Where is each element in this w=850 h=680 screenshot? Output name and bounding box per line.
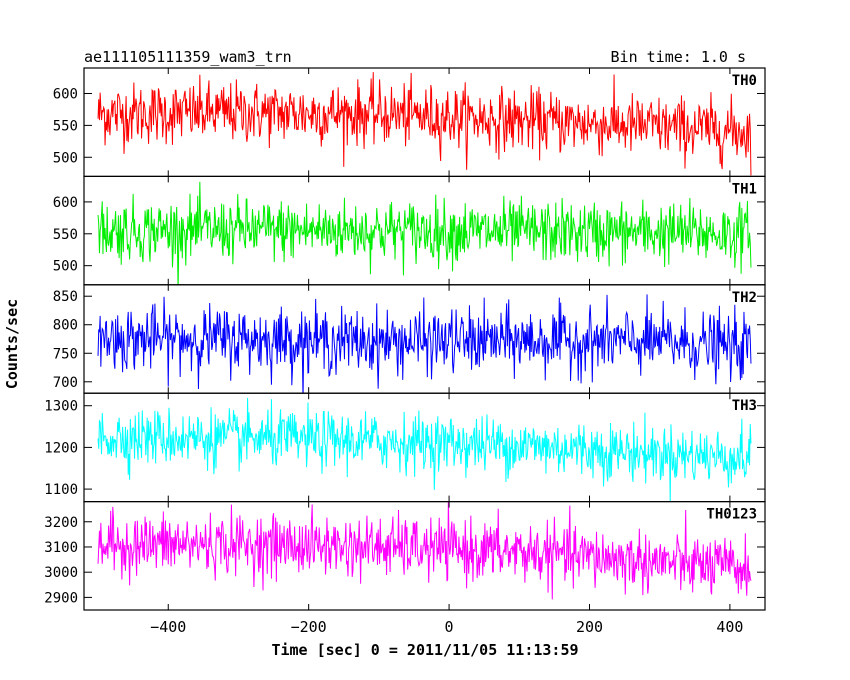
plot-title-left: ae111105111359_wam3_trn <box>84 48 292 66</box>
y-tick-label: 500 <box>53 259 78 275</box>
panel-label-th3: TH3 <box>732 398 757 414</box>
x-tick-label: 400 <box>716 618 743 636</box>
panel-label-th0: TH0 <box>732 73 757 89</box>
y-tick-label: 3100 <box>44 540 78 556</box>
series-line-th0 <box>97 72 752 176</box>
panel-frame <box>83 501 766 611</box>
y-tick-label: 2900 <box>44 590 78 606</box>
y-tick-label: 600 <box>53 87 78 103</box>
x-tick-label: −200 <box>291 618 327 636</box>
series-line-th0123 <box>97 501 752 600</box>
plot-title-right: Bin time: 1.0 s <box>611 48 746 66</box>
panel-th0123: 2900 3000 3100 3200 TH0123 <box>44 501 766 611</box>
y-tick-label: 3000 <box>44 565 78 581</box>
x-tick-label: 0 <box>445 618 454 636</box>
y-tick-label: 700 <box>53 375 78 391</box>
y-tick-label: 550 <box>53 118 78 134</box>
y-tick-label: 1300 <box>44 399 78 415</box>
panel-th1: 500 550 600 TH1 <box>53 175 766 286</box>
x-axis: −400 −200 0 200 400 <box>150 618 743 636</box>
series-line-th3 <box>97 397 752 502</box>
x-axis-label: Time [sec] 0 = 2011/11/05 11:13:59 <box>271 641 578 659</box>
x-tick-label: 200 <box>576 618 603 636</box>
panel-th0: 500 550 600 TH0 <box>53 67 766 178</box>
panels-group: 500 550 600 TH0 500 550 600 TH1 700 750 800 850 TH2 1… <box>44 67 766 611</box>
y-tick-label: 550 <box>53 227 78 243</box>
panel-frame <box>83 392 766 503</box>
y-tick-label: 750 <box>53 346 78 362</box>
y-tick-label: 500 <box>53 150 78 166</box>
series-line-th2 <box>97 294 752 394</box>
y-tick-label: 800 <box>53 318 78 334</box>
panel-label-th1: TH1 <box>732 181 757 197</box>
panel-th2: 700 750 800 850 TH2 <box>53 284 766 394</box>
series-line-th1 <box>97 181 752 285</box>
panel-label-th0123: TH0123 <box>706 507 757 523</box>
y-tick-label: 3200 <box>44 515 78 531</box>
x-tick-label: −400 <box>150 618 186 636</box>
y-tick-label: 850 <box>53 289 78 305</box>
y-axis-label: Counts/sec <box>3 299 21 389</box>
y-tick-label: 1100 <box>44 482 78 498</box>
panel-label-th2: TH2 <box>732 290 757 306</box>
panel-th3: 1100 1200 1300 TH3 <box>44 392 766 503</box>
y-tick-label: 600 <box>53 195 78 211</box>
y-tick-label: 1200 <box>44 440 78 456</box>
